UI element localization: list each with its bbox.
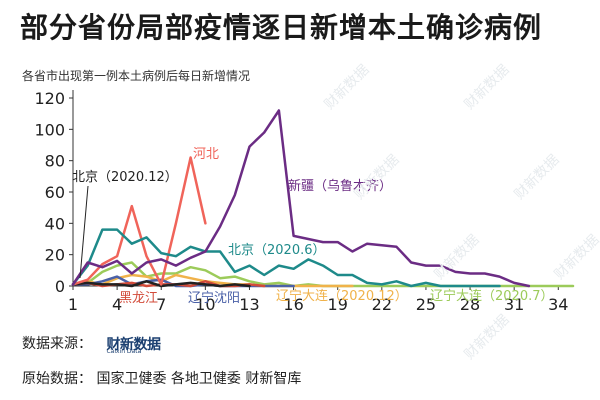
x-tick-label: 10 xyxy=(195,295,215,314)
x-tick-label: 7 xyxy=(156,295,166,314)
chart-title: 部分省份局部疫情逐日新增本土确诊病例 xyxy=(20,11,543,44)
y-tick-label: 20 xyxy=(45,246,65,265)
series-line xyxy=(71,109,531,288)
raw-label: 原始数据： xyxy=(22,371,92,387)
series-label: 河北 xyxy=(193,147,219,162)
x-tick-label: 34 xyxy=(548,295,568,314)
series-label: 北京（2020.6） xyxy=(228,243,326,258)
x-tick-label: 1 xyxy=(68,295,78,314)
x-tick-label: 25 xyxy=(416,295,436,314)
series-line xyxy=(71,228,501,288)
series-line xyxy=(71,280,251,288)
raw-data-source: 原始数据： 国家卫健委 各地卫健委 财新智库 xyxy=(22,368,301,388)
series-line xyxy=(71,156,207,286)
y-tick-label: 100 xyxy=(34,120,65,139)
y-tick-label: 80 xyxy=(45,152,65,171)
data-source: 数据来源： 财新数据 Caixin Data xyxy=(22,333,161,355)
series-label: 新疆（乌鲁木齐） xyxy=(288,178,392,194)
raw-value: 国家卫健委 各地卫健委 财新智库 xyxy=(96,371,302,387)
series-label: 辽宁沈阳 xyxy=(188,290,240,306)
series-label: 辽宁大连（2020.12） xyxy=(276,288,408,304)
y-tick-label: 120 xyxy=(34,89,65,108)
chart-subtitle: 各省市出现第一例本土病例后每日新增情况 xyxy=(22,69,251,83)
y-tick-label: 0 xyxy=(55,277,65,296)
x-tick-label: 13 xyxy=(239,295,259,314)
x-tick-label: 16 xyxy=(283,295,303,314)
x-tick-label: 31 xyxy=(504,295,524,314)
y-tick-label: 40 xyxy=(45,214,65,233)
y-tick-label: 60 xyxy=(45,183,65,202)
x-tick-label: 22 xyxy=(372,295,392,314)
series-label: 北京（2020.12） xyxy=(72,170,178,185)
series-label: 辽宁大连（2020.7） xyxy=(430,288,554,304)
x-tick-label: 4 xyxy=(112,295,122,314)
label-leader-line xyxy=(79,185,89,279)
source-label: 数据来源： xyxy=(22,336,92,352)
series-label: 黑龙江 xyxy=(119,291,158,306)
caixin-data-logo: 财新数据 Caixin Data xyxy=(106,337,161,355)
x-tick-label: 19 xyxy=(328,295,348,314)
x-tick-label: 28 xyxy=(460,295,480,314)
